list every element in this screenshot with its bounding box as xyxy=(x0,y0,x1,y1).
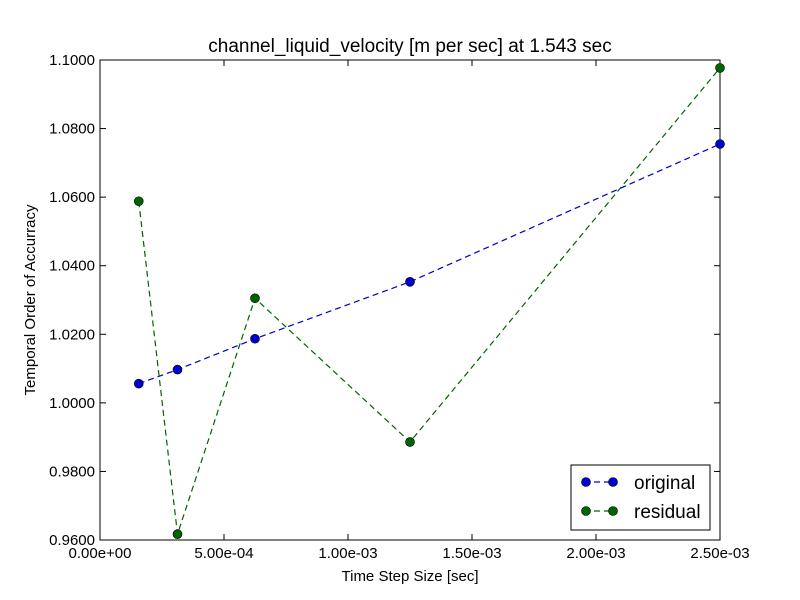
y-tick-label: 1.0000 xyxy=(49,395,95,412)
data-point-original xyxy=(172,364,183,375)
legend-box xyxy=(570,464,711,531)
legend-marker-residual xyxy=(608,506,618,516)
data-point-residual xyxy=(405,437,415,447)
legend-marker-original xyxy=(608,477,618,487)
legend-marker-original xyxy=(581,477,591,487)
legend-marker-residual xyxy=(581,506,591,516)
y-tick-label: 1.0800 xyxy=(49,121,95,138)
x-axis-label: Time Step Size [sec] xyxy=(342,568,479,585)
legend-label-original: original xyxy=(634,473,695,494)
y-tick-label: 1.1000 xyxy=(49,52,95,69)
legend-label-residual: residual xyxy=(634,502,701,523)
y-tick-label: 1.0600 xyxy=(49,189,95,206)
data-point-original xyxy=(715,139,725,149)
series-line-residual xyxy=(138,67,721,535)
x-tick-label: 2.50e-03 xyxy=(690,545,749,562)
series-layer xyxy=(133,63,725,539)
x-tick-label: 1.00e-03 xyxy=(318,545,377,562)
y-tick-label: 1.0400 xyxy=(49,258,95,275)
data-point-residual xyxy=(133,196,144,207)
legend-entries: original residual xyxy=(581,473,701,523)
y-tick-label: 1.0200 xyxy=(49,326,95,343)
y-axis-label: Temporal Order of Accurracy xyxy=(22,204,39,395)
y-tick-label: 0.9600 xyxy=(49,532,95,549)
data-point-original xyxy=(405,277,415,287)
plot-frame xyxy=(99,59,721,541)
series-line-original xyxy=(138,143,721,385)
x-tick-label: 5.00e-04 xyxy=(194,545,253,562)
data-point-residual xyxy=(715,63,725,73)
chart-title: channel_liquid_velocity [m per sec] at 1… xyxy=(208,36,611,57)
x-tick-label: 1.50e-03 xyxy=(442,545,501,562)
data-point-original xyxy=(250,333,260,344)
data-point-original xyxy=(133,378,144,389)
y-tick-label: 0.9800 xyxy=(49,463,95,480)
data-point-residual xyxy=(250,293,260,304)
x-tick-label: 0.00e+00 xyxy=(69,545,132,562)
x-tick-label: 2.00e-03 xyxy=(566,545,625,562)
legend: original residual xyxy=(570,464,711,531)
ticks-layer: 0.00e+00 5.00e-04 1.00e-03 1.50e-03 2.00e-03… xyxy=(49,52,750,562)
data-point-residual xyxy=(172,529,183,539)
